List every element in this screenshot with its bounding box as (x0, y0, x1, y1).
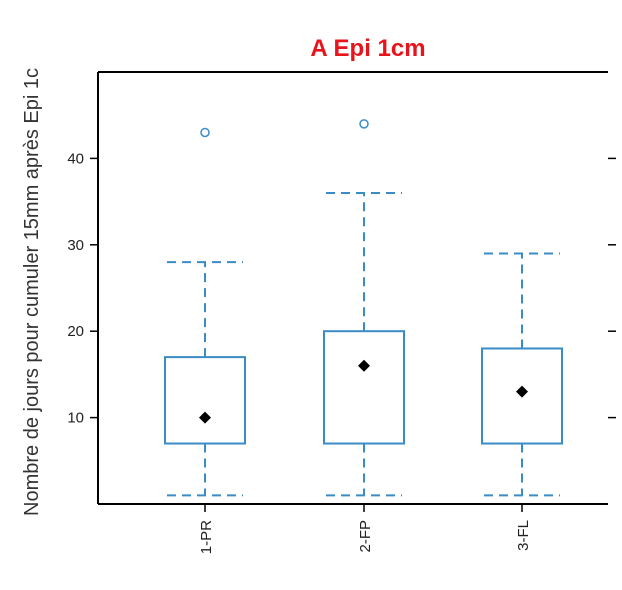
box-iqr (323, 330, 405, 445)
mean-marker (358, 359, 370, 372)
y-tick-label: 20 (67, 323, 84, 340)
outlier-point (200, 127, 210, 138)
y-axis-label: Nombre de jours pour cumuler 15mm après … (21, 68, 43, 516)
box-iqr (164, 356, 246, 445)
y-tick-label: 10 (67, 410, 84, 427)
chart-title: A Epi 1cm (310, 35, 425, 62)
mean-marker (199, 411, 211, 424)
x-tick-label: 1-PR (198, 520, 215, 554)
x-tick-label: 3-FL (515, 520, 532, 551)
x-tick-label: 2-FP (357, 520, 374, 553)
y-tick-label: 40 (67, 150, 84, 167)
mean-marker (516, 385, 528, 398)
outlier-point (359, 119, 369, 129)
plot-area: 10 20 30 40 1-PR 2-FP 3-FL (67, 71, 616, 554)
box-iqr (481, 347, 563, 445)
y-tick-label: 30 (67, 237, 84, 254)
